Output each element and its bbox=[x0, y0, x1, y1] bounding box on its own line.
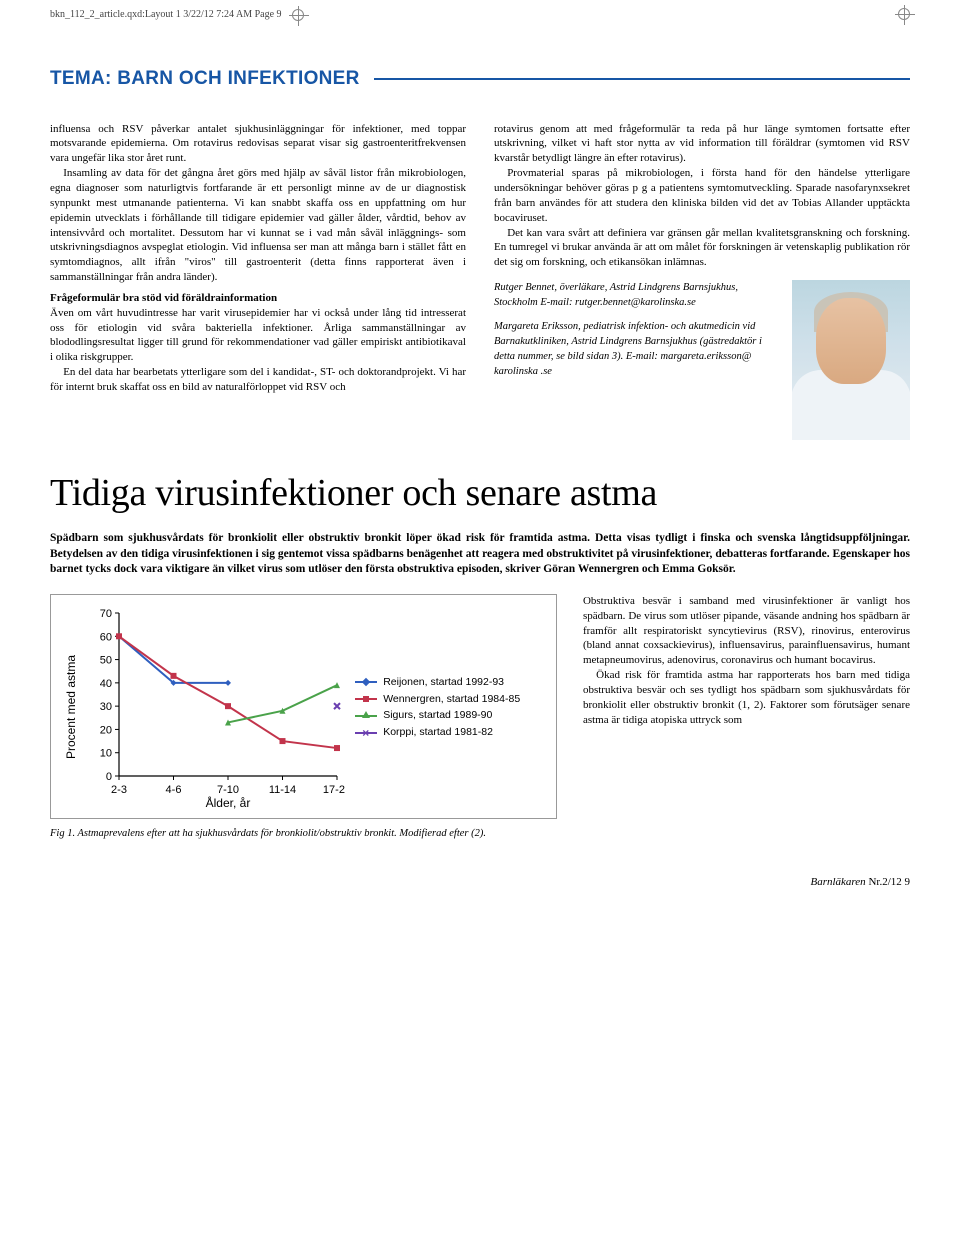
legend-item: Wennergren, startad 1984-85 bbox=[355, 691, 520, 708]
body-paragraph: influensa och RSV påverkar antalet sjukh… bbox=[50, 122, 466, 167]
author-portrait bbox=[792, 280, 910, 440]
line-chart: 0 10 20 30 40 50 60 70 2-3 4-6 7-10 11-14 17-20 Ålder… bbox=[85, 605, 345, 810]
issue-number: Nr.2/12 bbox=[866, 876, 905, 888]
body-paragraph: En del data har bearbetats ytterligare s… bbox=[50, 365, 466, 395]
body-paragraph: Provmaterial sparas på mikrobiologen, i … bbox=[494, 166, 910, 225]
chart-frame: Procent med astma 0 10 20 30 40 50 60 70 2-3 4-6 7… bbox=[50, 594, 557, 819]
svg-text:10: 10 bbox=[100, 748, 112, 760]
chart-legend: Reijonen, startad 1992-93Wennergren, sta… bbox=[355, 674, 520, 741]
chart-y-label: Procent med astma bbox=[63, 655, 79, 759]
svg-text:40: 40 bbox=[100, 678, 112, 690]
article-lead: Spädbarn som sjukhusvårdats för bronkiol… bbox=[50, 531, 910, 578]
body-paragraph: Obstruktiva besvär i samband med virusin… bbox=[583, 594, 910, 668]
svg-text:2-3: 2-3 bbox=[111, 784, 127, 796]
registration-mark-icon bbox=[898, 8, 910, 20]
svg-text:30: 30 bbox=[100, 701, 112, 713]
article-2-col-right: Obstruktiva besvär i samband med virusin… bbox=[583, 594, 910, 728]
article-1-columns: influensa och RSV påverkar antalet sjukh… bbox=[50, 122, 910, 440]
author-byline: Rutger Bennet, överläkare, Astrid Lindgr… bbox=[494, 280, 910, 440]
subheading: Frågeformulär bra stöd vid föräldrainfor… bbox=[50, 291, 466, 306]
body-paragraph: Även om vårt huvudintresse har varit vir… bbox=[50, 306, 466, 365]
figure-caption: Fig 1. Astmaprevalens efter att ha sjukh… bbox=[50, 827, 557, 841]
figure-block: Procent med astma 0 10 20 30 40 50 60 70 2-3 4-6 7… bbox=[50, 594, 557, 841]
svg-text:60: 60 bbox=[100, 631, 112, 643]
legend-item: Reijonen, startad 1992-93 bbox=[355, 674, 520, 691]
registration-mark-icon bbox=[292, 9, 304, 21]
article-title: Tidiga virusinfektioner och senare astma bbox=[50, 468, 910, 519]
legend-item: Sigurs, startad 1989-90 bbox=[355, 707, 520, 724]
svg-text:4-6: 4-6 bbox=[166, 784, 182, 796]
page-footer: Barnläkaren Nr.2/12 9 bbox=[50, 875, 910, 890]
body-paragraph: Ökad risk för framtida astma har rapport… bbox=[583, 668, 910, 727]
svg-text:Ålder, år: Ålder, år bbox=[206, 795, 251, 810]
body-paragraph: rotavirus genom att med frågeformulär ta… bbox=[494, 122, 910, 167]
body-paragraph: Insamling av data för det gångna året gö… bbox=[50, 166, 466, 285]
svg-text:20: 20 bbox=[100, 724, 112, 736]
svg-text:0: 0 bbox=[106, 771, 112, 783]
svg-text:50: 50 bbox=[100, 654, 112, 666]
article-1-col-left: influensa och RSV påverkar antalet sjukh… bbox=[50, 122, 466, 440]
svg-text:7-10: 7-10 bbox=[217, 784, 239, 796]
article-2: Tidiga virusinfektioner och senare astma… bbox=[50, 468, 910, 841]
magazine-name: Barnläkaren bbox=[810, 876, 865, 888]
svg-text:11-14: 11-14 bbox=[269, 784, 296, 796]
author-byline-text: Rutger Bennet, överläkare, Astrid Lindgr… bbox=[494, 280, 782, 379]
pdf-slug: bkn_112_2_article.qxd:Layout 1 3/22/12 7… bbox=[50, 8, 282, 22]
byline-line: Margareta Eriksson, pediatrisk infektion… bbox=[494, 319, 782, 380]
section-title: TEMA: BARN OCH INFEKTIONER bbox=[50, 66, 360, 92]
svg-text:70: 70 bbox=[100, 608, 112, 620]
section-header: TEMA: BARN OCH INFEKTIONER bbox=[50, 66, 910, 92]
pdf-meta: bkn_112_2_article.qxd:Layout 1 3/22/12 7… bbox=[50, 8, 304, 22]
horizontal-rule bbox=[374, 78, 910, 80]
svg-text:17-20: 17-20 bbox=[323, 784, 345, 796]
body-paragraph: Det kan vara svårt att definiera var grä… bbox=[494, 226, 910, 271]
page-number: 9 bbox=[905, 876, 911, 888]
legend-item: ×Korppi, startad 1981-82 bbox=[355, 724, 520, 741]
byline-line: Rutger Bennet, överläkare, Astrid Lindgr… bbox=[494, 280, 782, 310]
article-1-col-right: rotavirus genom att med frågeformulär ta… bbox=[494, 122, 910, 440]
